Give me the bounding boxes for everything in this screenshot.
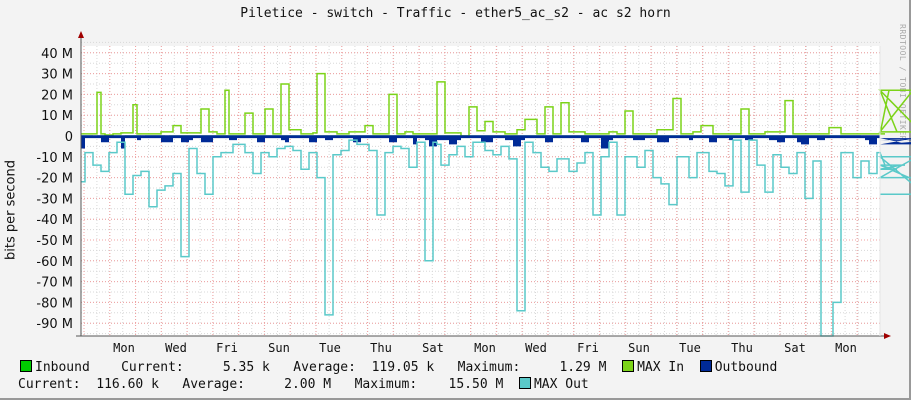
- inbound-average-label: Average:: [269, 360, 372, 375]
- outbound-maximum-label: Maximum:: [331, 377, 449, 392]
- y-tick-label: -70 M: [36, 276, 73, 291]
- y-tick-label: -20 M: [36, 172, 73, 187]
- max-out-swatch: [518, 377, 531, 389]
- legend-row-2: Current: 116.60 k Average: 2.00 M Maximu…: [18, 377, 589, 392]
- max-in-label: MAX In: [637, 360, 685, 375]
- x-tick-label: Fri: [216, 341, 238, 355]
- x-tick-label: Tue: [679, 341, 701, 355]
- y-tick-label: -30 M: [36, 192, 73, 207]
- outbound-current: 116.60 k: [96, 377, 159, 392]
- inbound-maximum-label: Maximum:: [434, 360, 560, 375]
- x-tick-label: Wed: [165, 341, 187, 355]
- x-tick-label: Mon: [835, 341, 857, 355]
- y-tick-label: -50 M: [36, 234, 73, 249]
- legend-row-1: Inbound Current: 5.35 k Average: 119.05 …: [20, 360, 777, 375]
- y-axis-arrow-icon: [78, 31, 84, 38]
- y-tick-label: 30 M: [41, 68, 73, 83]
- x-tick-label: Fri: [577, 341, 599, 355]
- graph-title: Piletice - switch - Traffic - ether5_ac_…: [240, 6, 671, 21]
- x-axis-arrow-icon: [884, 333, 891, 339]
- outbound-swatch: [699, 360, 712, 372]
- y-tick-label: 0: [65, 130, 73, 145]
- max-out-label: MAX Out: [533, 377, 589, 392]
- outbound-current-label: Current:: [18, 377, 97, 392]
- inbound-maximum: 1.29 M: [559, 360, 607, 375]
- inbound-average: 119.05 k: [371, 360, 435, 375]
- inbound-label: Inbound: [35, 360, 90, 375]
- x-tick-label: Sun: [268, 341, 290, 355]
- x-tick-label: Thu: [370, 341, 392, 355]
- y-tick-label: -80 M: [36, 296, 73, 311]
- inbound-current: 5.35 k: [222, 360, 270, 375]
- x-tick-label: Sun: [628, 341, 650, 355]
- x-tick-label: Sat: [784, 341, 806, 355]
- outbound-average-label: Average:: [158, 377, 285, 392]
- outbound-maximum: 15.50 M: [448, 377, 504, 392]
- outbound-label: Outbound: [714, 360, 778, 375]
- y-tick-label: -40 M: [36, 213, 73, 228]
- outbound-series: [81, 136, 911, 149]
- y-tick-label: 10 M: [41, 109, 73, 124]
- y-tick-label: -90 M: [36, 317, 73, 332]
- x-tick-label: Wed: [525, 341, 547, 355]
- max-in-swatch: [622, 360, 635, 372]
- y-tick-label: 20 M: [41, 88, 73, 103]
- y-tick-label: -10 M: [36, 151, 73, 166]
- inbound-swatch: [20, 360, 32, 372]
- watermark: RRDTOOL / TOBI OETIKER: [898, 24, 907, 141]
- max-out-series: [81, 139, 911, 337]
- y-tick-label: -60 M: [36, 255, 73, 270]
- x-tick-label: Tue: [319, 341, 341, 355]
- y-tick-label: 40 M: [41, 47, 73, 62]
- max-in-series: [81, 72, 911, 137]
- outbound-average: 2.00 M: [284, 377, 332, 392]
- x-tick-label: Sat: [422, 341, 444, 355]
- x-tick-label: Mon: [474, 341, 496, 355]
- x-tick-label: Mon: [113, 341, 135, 355]
- inbound-current-label: Current:: [89, 360, 223, 375]
- x-tick-label: Thu: [731, 341, 753, 355]
